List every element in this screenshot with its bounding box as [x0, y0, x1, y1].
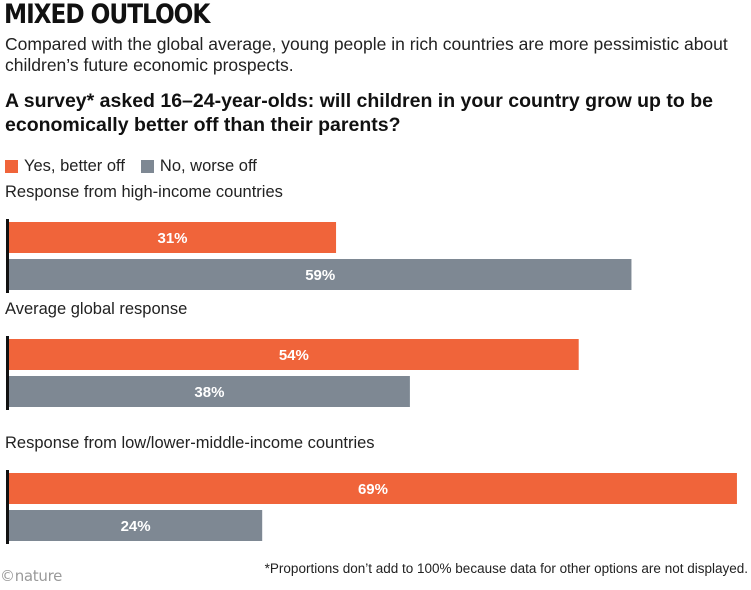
- bar-value-label-no: 38%: [194, 384, 224, 401]
- bar-no: [9, 510, 263, 541]
- bar-value-label-yes: 69%: [358, 481, 388, 498]
- legend-item-no: No, worse off: [140, 156, 257, 176]
- bar-yes: [9, 222, 337, 253]
- bar-yes: [9, 339, 579, 370]
- group-label: Response from low/lower-middle-income co…: [5, 434, 375, 452]
- group-label: Response from high-income countries: [5, 183, 283, 201]
- legend-swatch-no: [140, 159, 154, 173]
- group-label: Average global response: [5, 300, 187, 318]
- chart-subtitle: Compared with the global average, young …: [5, 34, 728, 75]
- legend: Yes, better off No, worse off: [5, 156, 273, 176]
- bar-yes: [9, 473, 737, 504]
- bar-value-label-no: 24%: [121, 518, 151, 535]
- bar-no: [9, 259, 632, 290]
- bar-value-label-yes: 54%: [279, 347, 309, 364]
- footnote: *Proportions don’t add to 100% because d…: [264, 561, 748, 576]
- legend-swatch-yes: [5, 159, 18, 173]
- nature-logo: ©nature: [0, 567, 63, 585]
- legend-item-yes: Yes, better off: [5, 157, 125, 176]
- bar-value-label-no: 59%: [305, 267, 335, 284]
- legend-label-no: No, worse off: [159, 156, 257, 175]
- chart-title: MIXED OUTLOOK: [4, 0, 210, 30]
- bar-value-label-yes: 31%: [158, 230, 188, 247]
- survey-question: A survey* asked 16–24-year-olds: will ch…: [5, 90, 713, 136]
- legend-label-yes: Yes, better off: [24, 156, 125, 175]
- bar-no: [9, 376, 410, 407]
